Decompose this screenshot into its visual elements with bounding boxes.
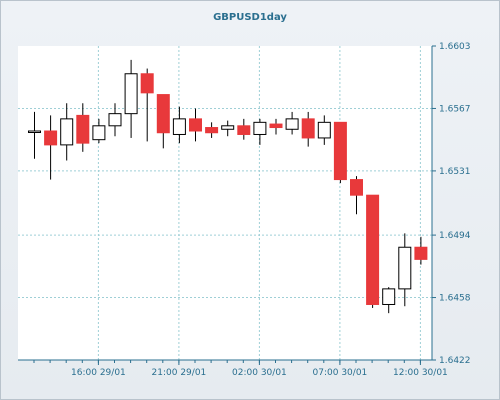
y-tick-label: 1.6567 [439,104,471,114]
candle-body-down [205,127,219,134]
candle-body-up [398,246,412,290]
candle-body-down [301,118,315,139]
candle-body-down [414,246,428,260]
plot-background [18,46,432,360]
candle-body-up [172,118,186,135]
candle-body-down [350,179,363,196]
y-tick-label: 1.6422 [439,356,471,366]
candle-body-up [382,288,396,305]
candle-body-up [60,118,74,146]
x-axis-labels: 16:00 29/01 21:00 29/01 02:00 30/01 07:00 3… [71,368,448,378]
candle-body-down [156,94,170,134]
candle-body-up [92,125,106,141]
grid-lines [18,45,436,365]
y-tick-label: 1.6603 [439,42,471,52]
plot-area [18,46,432,360]
candle-body-up [253,121,267,135]
x-tick-label: 07:00 30/01 [313,368,368,378]
y-tick-label: 1.6531 [439,167,471,177]
chart-title: GBPUSD1day [213,12,287,23]
axes [18,46,433,361]
candle-body-up [108,113,122,127]
x-tick-label: 16:00 29/01 [71,368,126,378]
x-tick-label: 02:00 30/01 [232,368,287,378]
candle-body-up [285,118,299,130]
y-axis-labels: 1.6603 1.6567 1.6531 1.6494 1.6458 1.6422 [439,42,471,366]
y-tick-label: 1.6458 [439,294,471,304]
candle-body-down [366,194,380,305]
candle-body-down [269,123,283,129]
x-tick-label: 21:00 29/01 [152,368,207,378]
candle-body-down [237,125,251,135]
candle-body-down [189,118,202,132]
candle-body-up [221,125,235,130]
candle-body-down [333,121,347,181]
candle-body-up [28,130,41,134]
y-tick-label: 1.6494 [439,231,471,241]
candle-body-up [124,73,138,115]
x-tick-label: 12:00 30/01 [393,368,448,378]
candles [28,59,428,314]
candle-body-down [140,73,154,94]
candle-body-down [76,114,90,144]
candle-body-up [317,121,331,139]
candle-body-down [44,130,58,146]
